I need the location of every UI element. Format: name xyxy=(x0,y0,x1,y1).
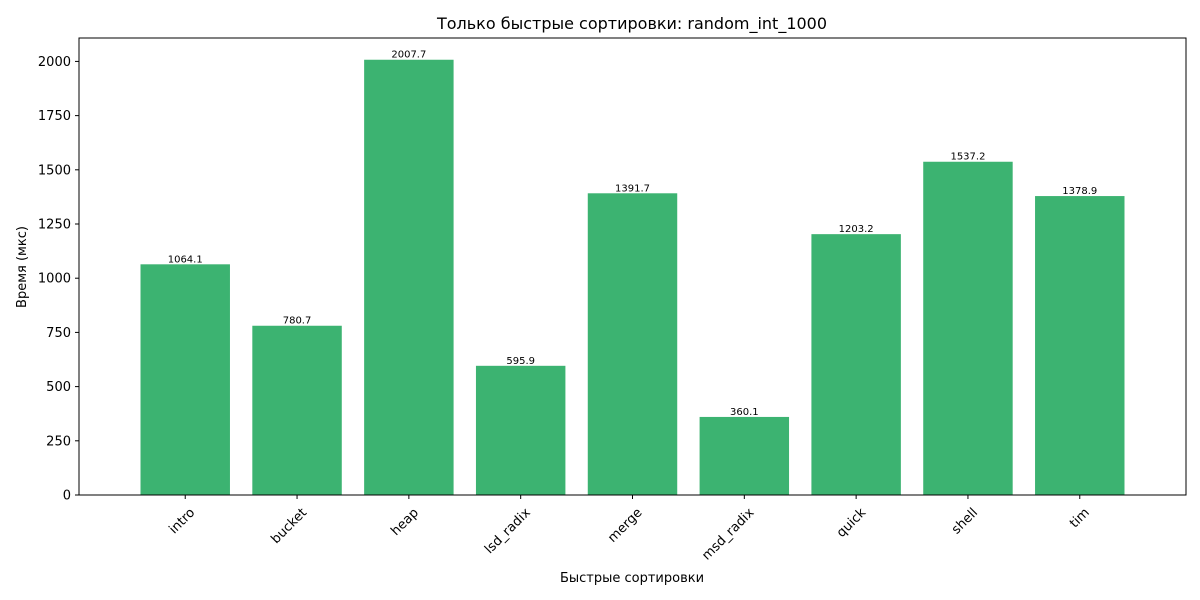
x-tick-label: msd_radix xyxy=(699,505,757,563)
y-tick-label: 1000 xyxy=(38,272,71,287)
x-tick-label: intro xyxy=(166,505,198,537)
x-tick-label: merge xyxy=(605,505,645,545)
y-tick-label: 500 xyxy=(46,380,71,395)
bar-lsd_radix xyxy=(475,365,566,495)
plot-frame xyxy=(78,37,1187,496)
bar-heap xyxy=(364,59,454,495)
y-tick-label: 1250 xyxy=(38,218,71,233)
x-tick-label: heap xyxy=(388,505,422,539)
y-tick-label: 2000 xyxy=(38,55,71,70)
bar-tim xyxy=(1035,196,1125,495)
bar-bucket xyxy=(252,325,342,495)
x-tick-label: bucket xyxy=(269,505,311,547)
bar-shell xyxy=(923,161,1013,495)
chart-title: Только быстрые сортировки: random_int_10… xyxy=(436,14,827,34)
bar-merge xyxy=(587,193,678,495)
y-tick-label: 250 xyxy=(46,434,71,449)
x-tick-label: quick xyxy=(834,505,870,541)
y-axis-label: Время (мкс) xyxy=(15,226,30,308)
data-label-merge: 1391.7 xyxy=(615,183,650,194)
y-tick-label: 0 xyxy=(63,489,71,504)
bars-group: 1064.1 780.7 2007.7 595.9 1391.7 360.1 1203.2 1… xyxy=(140,50,1125,495)
y-tick-label: 1750 xyxy=(38,109,71,124)
bar-intro xyxy=(140,264,230,495)
data-label-heap: 2007.7 xyxy=(391,50,426,61)
data-label-shell: 1537.2 xyxy=(950,152,985,163)
bar-quick xyxy=(811,234,901,495)
data-label-quick: 1203.2 xyxy=(839,224,874,235)
bar-msd_radix xyxy=(699,416,790,495)
data-label-msd_radix: 360.1 xyxy=(730,407,759,418)
y-axis-ticks: 0 250 500 750 1000 1250 1500 1750 2000 xyxy=(38,55,79,504)
x-axis-ticks: intro bucket heap lsd_radix merge msd_radix qu… xyxy=(166,495,1093,563)
y-tick-label: 750 xyxy=(46,326,71,341)
data-label-lsd_radix: 595.9 xyxy=(506,356,535,367)
x-tick-label: shell xyxy=(949,505,981,537)
data-label-tim: 1378.9 xyxy=(1062,186,1097,197)
x-tick-label: tim xyxy=(1067,505,1093,531)
y-tick-label: 1500 xyxy=(38,163,71,178)
x-axis-label: Быстрые сортировки xyxy=(560,571,704,586)
data-label-bucket: 780.7 xyxy=(283,316,312,327)
x-tick-label: lsd_radix xyxy=(482,505,534,557)
data-label-intro: 1064.1 xyxy=(168,254,203,265)
